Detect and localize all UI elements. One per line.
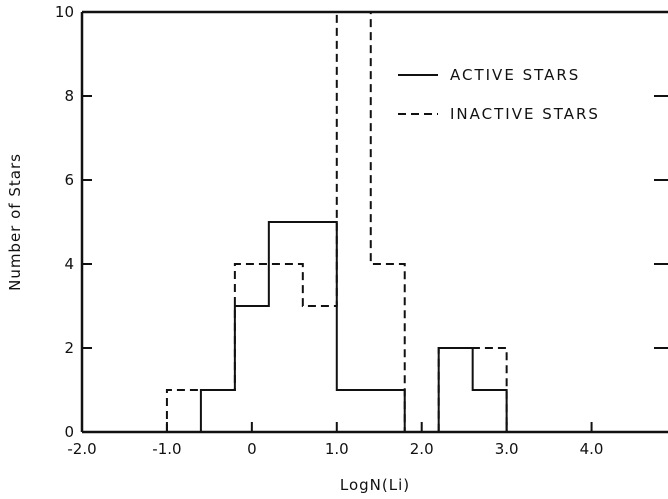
x-tick-label: 3.0 xyxy=(495,440,519,458)
y-tick-label: 0 xyxy=(64,423,74,441)
legend: ACTIVE STARS INACTIVE STARS xyxy=(398,66,600,123)
y-tick-label: 6 xyxy=(64,171,74,189)
x-axis-ticks: -2.0 -1.0 0 1.0 2.0 3.0 4.0 xyxy=(67,422,603,458)
y-tick-label: 2 xyxy=(64,339,74,357)
inactive-stars-series xyxy=(165,11,508,433)
x-tick-label: 1.0 xyxy=(325,440,349,458)
y-tick-label: 10 xyxy=(55,3,74,21)
y-axis-title: Number of Stars xyxy=(6,153,24,291)
x-tick-label: -1.0 xyxy=(152,440,181,458)
x-tick-label: 2.0 xyxy=(410,440,434,458)
y-axis-ticks: 0 2 4 6 8 10 xyxy=(55,3,668,441)
x-axis-title: LogN(Li) xyxy=(340,476,410,494)
plot-frame xyxy=(80,10,668,434)
legend-label-inactive: INACTIVE STARS xyxy=(450,105,600,123)
legend-label-active: ACTIVE STARS xyxy=(450,66,580,84)
y-tick-label: 4 xyxy=(64,255,74,273)
x-tick-label: 4.0 xyxy=(580,440,604,458)
y-tick-label: 8 xyxy=(64,87,74,105)
active-stars-series xyxy=(199,221,508,433)
x-tick-label: 0 xyxy=(247,440,257,458)
x-tick-label: -2.0 xyxy=(67,440,96,458)
series-layer xyxy=(165,11,508,433)
